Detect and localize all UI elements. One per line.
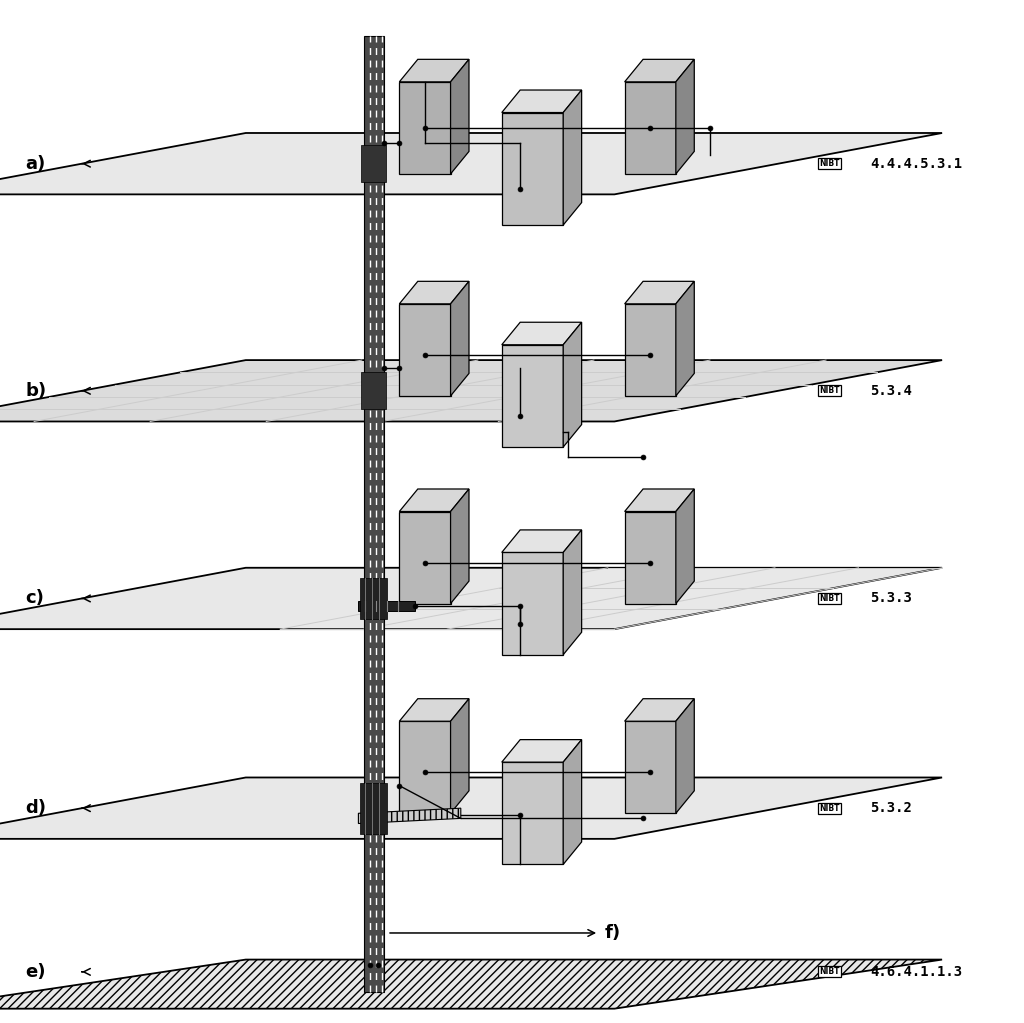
Polygon shape	[625, 512, 676, 604]
Polygon shape	[676, 699, 694, 813]
Polygon shape	[625, 489, 694, 512]
Polygon shape	[399, 281, 469, 304]
Polygon shape	[502, 90, 582, 113]
Text: NIBT: NIBT	[819, 160, 840, 168]
Text: b): b)	[26, 382, 47, 400]
Bar	[361, 580, 386, 617]
Polygon shape	[625, 82, 676, 174]
Text: d): d)	[26, 799, 47, 817]
Polygon shape	[563, 322, 582, 447]
Text: 5.3.4: 5.3.4	[870, 384, 912, 398]
Polygon shape	[502, 740, 582, 762]
Polygon shape	[502, 552, 563, 655]
Text: 5.3.3: 5.3.3	[870, 591, 912, 606]
Bar	[364, 36, 384, 992]
Polygon shape	[563, 740, 582, 864]
Polygon shape	[502, 345, 563, 447]
Text: f): f)	[604, 924, 621, 942]
Polygon shape	[399, 699, 469, 721]
Polygon shape	[676, 489, 694, 604]
Polygon shape	[0, 777, 942, 839]
Polygon shape	[451, 281, 469, 396]
Bar	[358, 601, 415, 611]
Text: 4.4.4.5.3.1: 4.4.4.5.3.1	[870, 157, 963, 171]
Polygon shape	[625, 59, 694, 82]
Bar	[361, 145, 386, 182]
Polygon shape	[0, 960, 942, 1009]
Text: c): c)	[26, 589, 44, 608]
Polygon shape	[451, 699, 469, 813]
Bar	[360, 783, 387, 834]
Polygon shape	[563, 530, 582, 655]
Polygon shape	[625, 721, 676, 813]
Polygon shape	[625, 699, 694, 721]
Polygon shape	[399, 59, 469, 82]
Text: NIBT: NIBT	[819, 387, 840, 395]
Polygon shape	[563, 90, 582, 225]
Text: NIBT: NIBT	[819, 968, 840, 976]
Polygon shape	[625, 281, 694, 304]
Polygon shape	[502, 322, 582, 345]
Text: e): e)	[26, 963, 46, 981]
Polygon shape	[625, 304, 676, 396]
Polygon shape	[399, 512, 451, 604]
Polygon shape	[502, 762, 563, 864]
Polygon shape	[451, 59, 469, 174]
Text: a): a)	[26, 154, 46, 173]
Polygon shape	[0, 133, 942, 194]
Polygon shape	[0, 360, 942, 421]
Bar	[361, 372, 386, 409]
Polygon shape	[399, 82, 451, 174]
Text: 4.6.4.1.1.3: 4.6.4.1.1.3	[870, 965, 963, 979]
Bar	[361, 790, 386, 827]
Text: NIBT: NIBT	[819, 594, 840, 603]
Polygon shape	[676, 281, 694, 396]
Polygon shape	[399, 304, 451, 396]
Polygon shape	[502, 530, 582, 552]
Polygon shape	[358, 808, 461, 824]
Polygon shape	[676, 59, 694, 174]
Polygon shape	[0, 568, 942, 629]
Polygon shape	[399, 489, 469, 512]
Polygon shape	[502, 113, 563, 225]
Text: NIBT: NIBT	[819, 804, 840, 812]
Polygon shape	[451, 489, 469, 604]
Text: 5.3.2: 5.3.2	[870, 801, 912, 815]
Polygon shape	[399, 721, 451, 813]
Bar	[360, 578, 387, 619]
